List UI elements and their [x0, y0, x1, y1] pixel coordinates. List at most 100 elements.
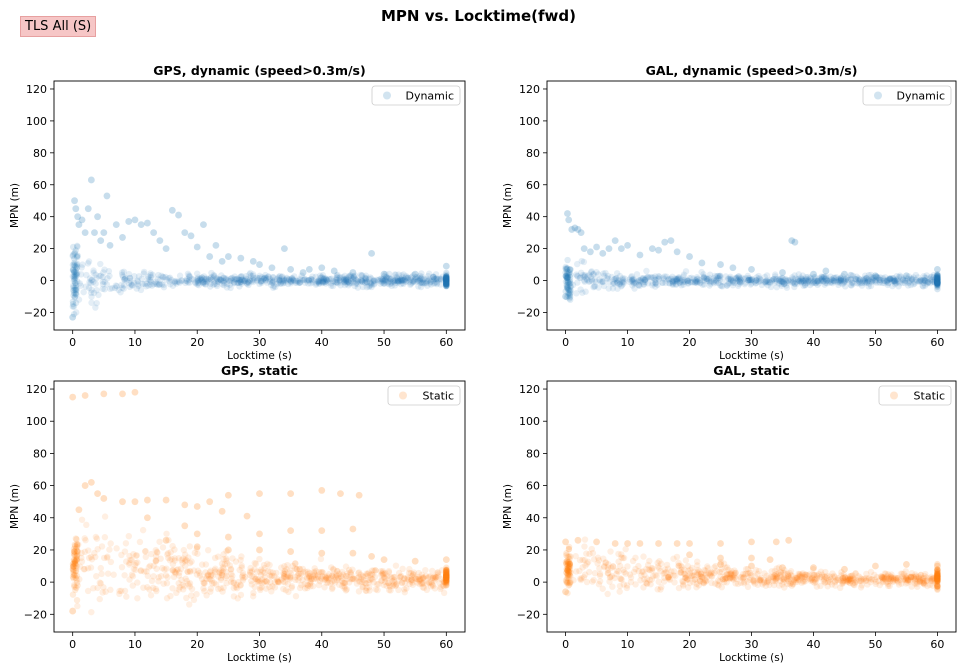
scatter-point [646, 576, 654, 584]
scatter-point [711, 580, 719, 587]
scatter-point [667, 275, 675, 282]
scatter-point [620, 278, 627, 286]
scatter-point [72, 586, 79, 594]
scatter-point [395, 271, 402, 278]
scatter-point [231, 279, 238, 286]
scatter-point [71, 294, 78, 301]
scatter-point [640, 278, 647, 286]
scatter-point [268, 572, 276, 579]
scatter-point [443, 281, 450, 288]
scatter-point [154, 549, 161, 556]
scatter-point [253, 277, 261, 285]
scatter-point [372, 586, 380, 593]
scatter-point [266, 561, 273, 569]
scatter-point [355, 569, 363, 576]
scatter-point [437, 275, 445, 282]
y-tick-label: 60 [33, 179, 47, 192]
scatter-point [256, 274, 263, 282]
scatter-point [867, 578, 874, 586]
scatter-point [335, 570, 343, 578]
scatter-point [822, 275, 829, 283]
scatter-point [680, 281, 687, 288]
scatter-point [748, 280, 755, 287]
scatter-point [70, 567, 77, 574]
scatter-point [934, 586, 941, 593]
scatter-point [348, 571, 355, 579]
scatter-point [338, 573, 345, 580]
scatter-point [670, 555, 677, 562]
scatter-point [185, 554, 192, 561]
scatter-point [161, 566, 168, 573]
scatter-point [825, 278, 832, 285]
scatter-point [427, 281, 435, 288]
scatter-point [730, 576, 737, 583]
scatter-point [777, 570, 785, 577]
scatter-point [412, 274, 420, 281]
scatter-point [73, 536, 80, 543]
scatter-point [253, 577, 261, 585]
scatter-point [69, 562, 77, 570]
scatter-point [266, 275, 273, 282]
scatter-point [934, 276, 941, 284]
scatter-point [443, 566, 450, 573]
scatter-point [83, 271, 90, 279]
scatter-point [721, 575, 729, 583]
scatter-point [430, 274, 437, 281]
scatter-point [162, 245, 170, 252]
scatter-point [566, 280, 573, 287]
scatter-point [899, 276, 907, 283]
x-tick-label: 60 [930, 638, 944, 651]
scatter-point [807, 274, 814, 281]
scatter-point [862, 278, 869, 285]
scatter-point [315, 276, 323, 284]
scatter-point [411, 574, 418, 581]
scatter-point [391, 573, 398, 581]
scatter-point [249, 272, 257, 280]
scatter-point [740, 580, 748, 587]
scatter-point [837, 275, 844, 282]
scatter-point [677, 568, 685, 576]
scatter-point [860, 576, 867, 583]
scatter-point [309, 582, 317, 590]
scatter-point [220, 555, 227, 563]
scatter-point [419, 278, 427, 286]
scatter-point [674, 277, 681, 284]
scatter-point [72, 560, 79, 567]
scatter-point [802, 279, 810, 287]
scatter-point [309, 572, 317, 579]
scatter-point [344, 278, 351, 285]
scatter-point [909, 573, 916, 580]
scatter-point [779, 581, 786, 588]
scatter-point [690, 278, 697, 286]
scatter-point [307, 583, 314, 590]
scatter-point [354, 280, 361, 288]
scatter-point [320, 276, 327, 283]
scatter-point [106, 242, 114, 249]
scatter-point [817, 568, 825, 575]
scatter-point [616, 582, 624, 590]
scatter-point [355, 278, 362, 285]
scatter-point [426, 276, 433, 283]
scatter-point [839, 574, 847, 582]
scatter-point [766, 278, 773, 286]
scatter-point [781, 566, 788, 574]
scatter-point [299, 269, 307, 276]
scatter-point [271, 572, 278, 580]
scatter-point [397, 277, 404, 285]
scatter-point [923, 278, 930, 285]
scatter-point [417, 575, 425, 583]
scatter-point [717, 561, 724, 568]
scatter-point [70, 569, 77, 576]
scatter-point [934, 272, 941, 280]
scatter-point [365, 579, 372, 586]
scatter-point [395, 278, 402, 285]
scatter-point [736, 278, 743, 285]
scatter-point [710, 279, 718, 287]
scatter-point [184, 270, 192, 277]
scatter-point [928, 575, 936, 582]
scatter-point [425, 573, 433, 580]
scatter-point [342, 276, 350, 283]
scatter-point [916, 578, 924, 586]
scatter-point [934, 576, 941, 583]
scatter-point [771, 572, 778, 579]
